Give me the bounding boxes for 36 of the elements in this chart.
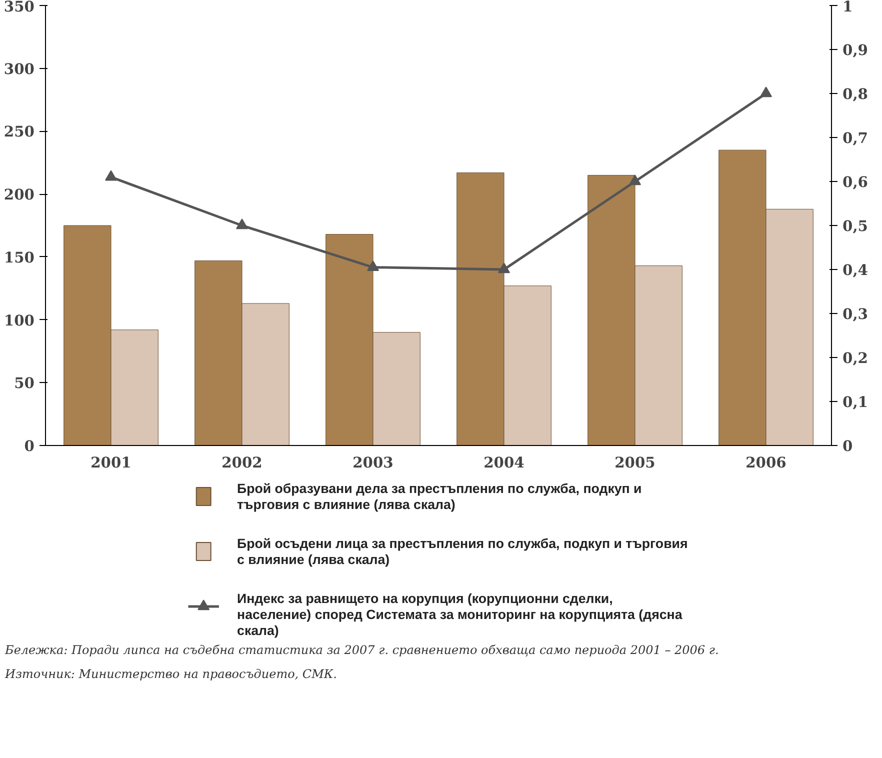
y-tick-label: 100 xyxy=(4,312,34,330)
x-tick-label: 2003 xyxy=(352,454,394,472)
legend-label: Брой осъдени лица за престъпления по служба, подкуп и търговия с влияние (лява скала) xyxy=(237,536,688,567)
y-tick-label: 300 xyxy=(4,60,34,78)
y2-tick-label: 0,7 xyxy=(842,130,868,147)
x-tick-label: 2004 xyxy=(484,454,524,472)
point xyxy=(498,262,510,274)
y2-tick-label: 0,6 xyxy=(842,174,868,191)
x-tick-label: 2002 xyxy=(222,454,262,472)
legend-label: Индекс за равнището на корупция (корупционни сделки, население) според Системата за мониторинг на корупцията (дясна скала) xyxy=(237,591,683,638)
point xyxy=(367,260,379,271)
y2-tick-label: 0,8 xyxy=(842,86,868,103)
y-tick-label: 50 xyxy=(14,375,35,392)
y-tick-label: 0 xyxy=(24,438,35,455)
x-tick-label: 2006 xyxy=(746,454,786,472)
y-tick-label: 200 xyxy=(4,186,34,204)
point xyxy=(236,218,248,230)
y2-tick-label: 0,9 xyxy=(842,42,868,59)
y2-tick-label: 0,3 xyxy=(842,306,868,323)
text: Бележка: Поради липса на съдебна статистика за 2007 г. сравнението обхваща само периода 2001 – 2006 г. xyxy=(5,642,719,659)
legend-label: Брой образувани дела за престъпления по служба, подкуп и търговия с влияние (лява скала) xyxy=(237,481,642,512)
y-tick-label: 150 xyxy=(4,249,34,266)
y2-tick-label: 0,5 xyxy=(842,218,868,235)
y-tick-label: 350 xyxy=(4,0,34,16)
point xyxy=(760,86,772,98)
x-tick-label: 2001 xyxy=(90,454,132,472)
x-tick-label: 2005 xyxy=(614,454,656,472)
y2-tick-label: 0,1 xyxy=(842,394,868,411)
y2-tick-label: 0 xyxy=(842,438,853,455)
y-tick-label: 250 xyxy=(4,124,34,141)
y2-tick-label: 0,2 xyxy=(842,350,868,367)
y2-tick-label: 1 xyxy=(842,0,853,16)
point xyxy=(629,174,641,186)
y2-tick-label: 0,4 xyxy=(842,262,868,279)
text: Източник: Министерство на правосъдието, СМК. xyxy=(5,666,337,683)
point xyxy=(105,170,117,181)
